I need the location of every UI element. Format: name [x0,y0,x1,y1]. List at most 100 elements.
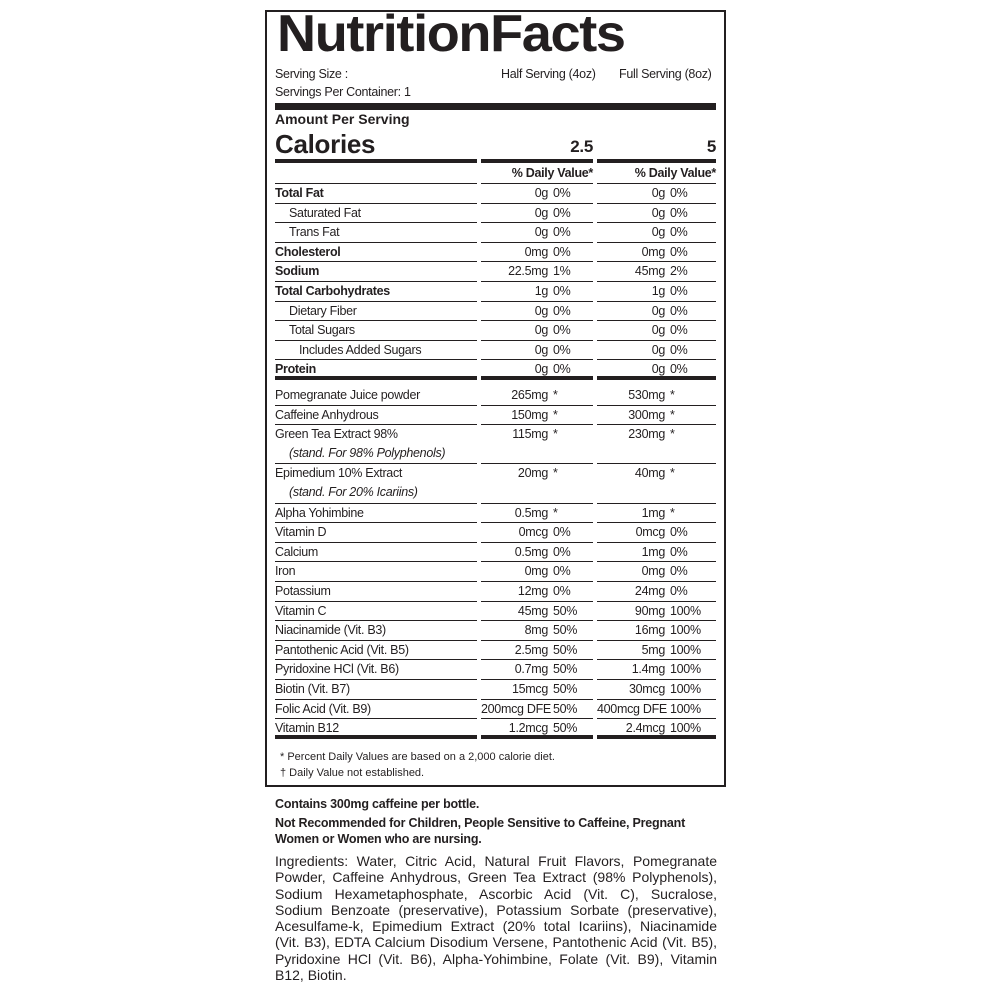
nutrient-name: Biotin (Vit. B7) [275,680,477,700]
amount: 115mg [512,427,548,442]
value-cell-full: 0g 0% [597,302,716,322]
full-serving-header: Full Serving (8oz) [619,67,712,81]
nutrient-name: Calcium [275,543,477,563]
amount: 0g [651,303,666,318]
value-cell-half: 0mg 0% [481,243,593,263]
nutrient-label: Includes Added Sugars [299,342,422,357]
daily-value-percent: 0% [553,584,571,598]
nutrient-name: Epimedium 10% Extract (stand. For 20% Ica… [275,464,477,504]
value-cell-full: 0mcg 0% [597,523,716,543]
daily-value-percent: 0% [553,244,571,259]
amount: 22.5mg [508,264,548,279]
daily-value-percent: 0% [670,584,688,598]
nutrient-label: Total Sugars [289,323,355,338]
nutrient-name: Saturated Fat [275,204,477,224]
value-cell-full: 0g 0% [597,204,716,224]
table-row: Trans Fat 0g 0% 0g 0% [275,223,716,243]
nutrient-label: Calcium [275,544,319,559]
table-row: Vitamin B12 1.2mcg 50% 2.4mcg 100% [275,719,716,739]
amount: 0mg [524,564,549,579]
nutrient-name: Includes Added Sugars [275,341,477,361]
daily-value-percent: 0% [670,342,688,357]
value-cell-half: 1.2mcg 50% [481,719,593,739]
daily-value-percent: 0% [553,284,571,298]
daily-value-percent: 50% [553,642,578,657]
amount: 230mg [628,427,665,442]
value-cell-half: 0.7mg 50% [481,660,593,680]
nutrient-name: Pyridoxine HCl (Vit. B6) [275,660,477,680]
nutrient-label: Epimedium 10% Extract [275,466,403,481]
amount: 0g [534,342,549,357]
nutrient-label: Pomegranate Juice powder [275,388,420,402]
daily-value-percent: 0% [670,186,688,200]
amount-per-serving: Amount Per Serving [275,111,410,127]
value-cell-full: 30mcg 100% [597,680,716,700]
amount: 0mcg [635,525,666,540]
daily-value-percent: 50% [553,603,578,618]
nutrient-name: Folic Acid (Vit. B9) [275,700,477,720]
calories-half: 2.5 [481,129,593,163]
value-cell-half: 0g 0% [481,204,593,224]
value-cell-full: 0g 0% [597,341,716,361]
amount: 0g [651,362,666,377]
amount: 0g [534,205,549,220]
value-cell-full: 0g 0% [597,360,716,380]
nutrient-label: Saturated Fat [289,205,361,220]
value-cell-half: 2.5mg 50% [481,641,593,661]
amount: 45mg [517,603,548,618]
value-cell-full: 90mg 100% [597,602,716,622]
table-row: Potassium 12mg 0% 24mg 0% [275,582,716,602]
amount: 0mg [641,244,666,259]
daily-value-percent: 50% [553,721,578,736]
daily-value-percent: * [670,388,675,402]
daily-value-percent: 2% [670,264,688,279]
daily-value-percent: * [553,388,558,402]
amount: 0g [651,186,666,200]
daily-value-percent: 0% [670,284,688,298]
value-cell-full: 0g 0% [597,321,716,341]
daily-value-percent: 50% [553,682,578,696]
nutrient-name: Total Sugars [275,321,477,341]
daily-value-percent: 0% [553,205,571,220]
amount: 0mcg [518,525,549,540]
nutrient-name: Total Carbohydrates [275,282,477,302]
value-cell-full: 0mg 0% [597,243,716,263]
daily-value-percent: 100% [670,721,701,736]
nutrient-label: Alpha Yohimbine [275,505,364,520]
warning-text: Not Recommended for Children, People Sen… [275,816,686,846]
daily-value-percent: * [670,427,675,442]
nutrient-name: Iron [275,562,477,582]
daily-value-percent: 0% [670,525,688,540]
daily-value-percent: 0% [670,244,688,259]
daily-value-percent: 0% [553,544,571,559]
value-cell-half: 150mg * [481,406,593,426]
amount: 150mg [511,407,548,422]
table-row: Vitamin C 45mg 50% 90mg 100% [275,602,716,622]
daily-value-percent: 0% [553,525,571,540]
amount: 0g [651,323,666,338]
daily-value-percent: 0% [553,186,571,200]
value-cell-full: 45mg 2% [597,262,716,282]
daily-value-percent: * [670,505,675,520]
daily-value-percent: 100% [670,682,701,696]
daily-value-header-row: % Daily Value* % Daily Value* [275,164,716,184]
daily-value-percent: 100% [670,642,701,657]
amount: 1.2mcg [508,721,549,736]
nutrient-name: Dietary Fiber [275,302,477,322]
amount: 40mg [634,466,665,481]
table-row: Biotin (Vit. B7) 15mcg 50% 30mcg 100% [275,680,716,700]
daily-value-percent: 100% [670,662,701,677]
amount: 0g [534,225,549,240]
nutrient-label: Vitamin B12 [275,721,339,736]
nutrient-label: Pantothenic Acid (Vit. B5) [275,642,409,657]
table-row: Iron 0mg 0% 0mg 0% [275,562,716,582]
amount: 30mcg [628,682,665,696]
value-cell-full: 230mg * [597,425,716,465]
value-cell-half: 0g 0% [481,302,593,322]
amount: 20mg [517,466,548,481]
nutrient-sublabel: (stand. For 20% Icariins) [289,485,418,500]
amount: 2.5mg [514,642,549,657]
daily-value-percent: 0% [553,303,571,318]
value-cell-full: 400mcg DFE 100% [597,700,716,720]
amount: 1mg [641,544,666,559]
